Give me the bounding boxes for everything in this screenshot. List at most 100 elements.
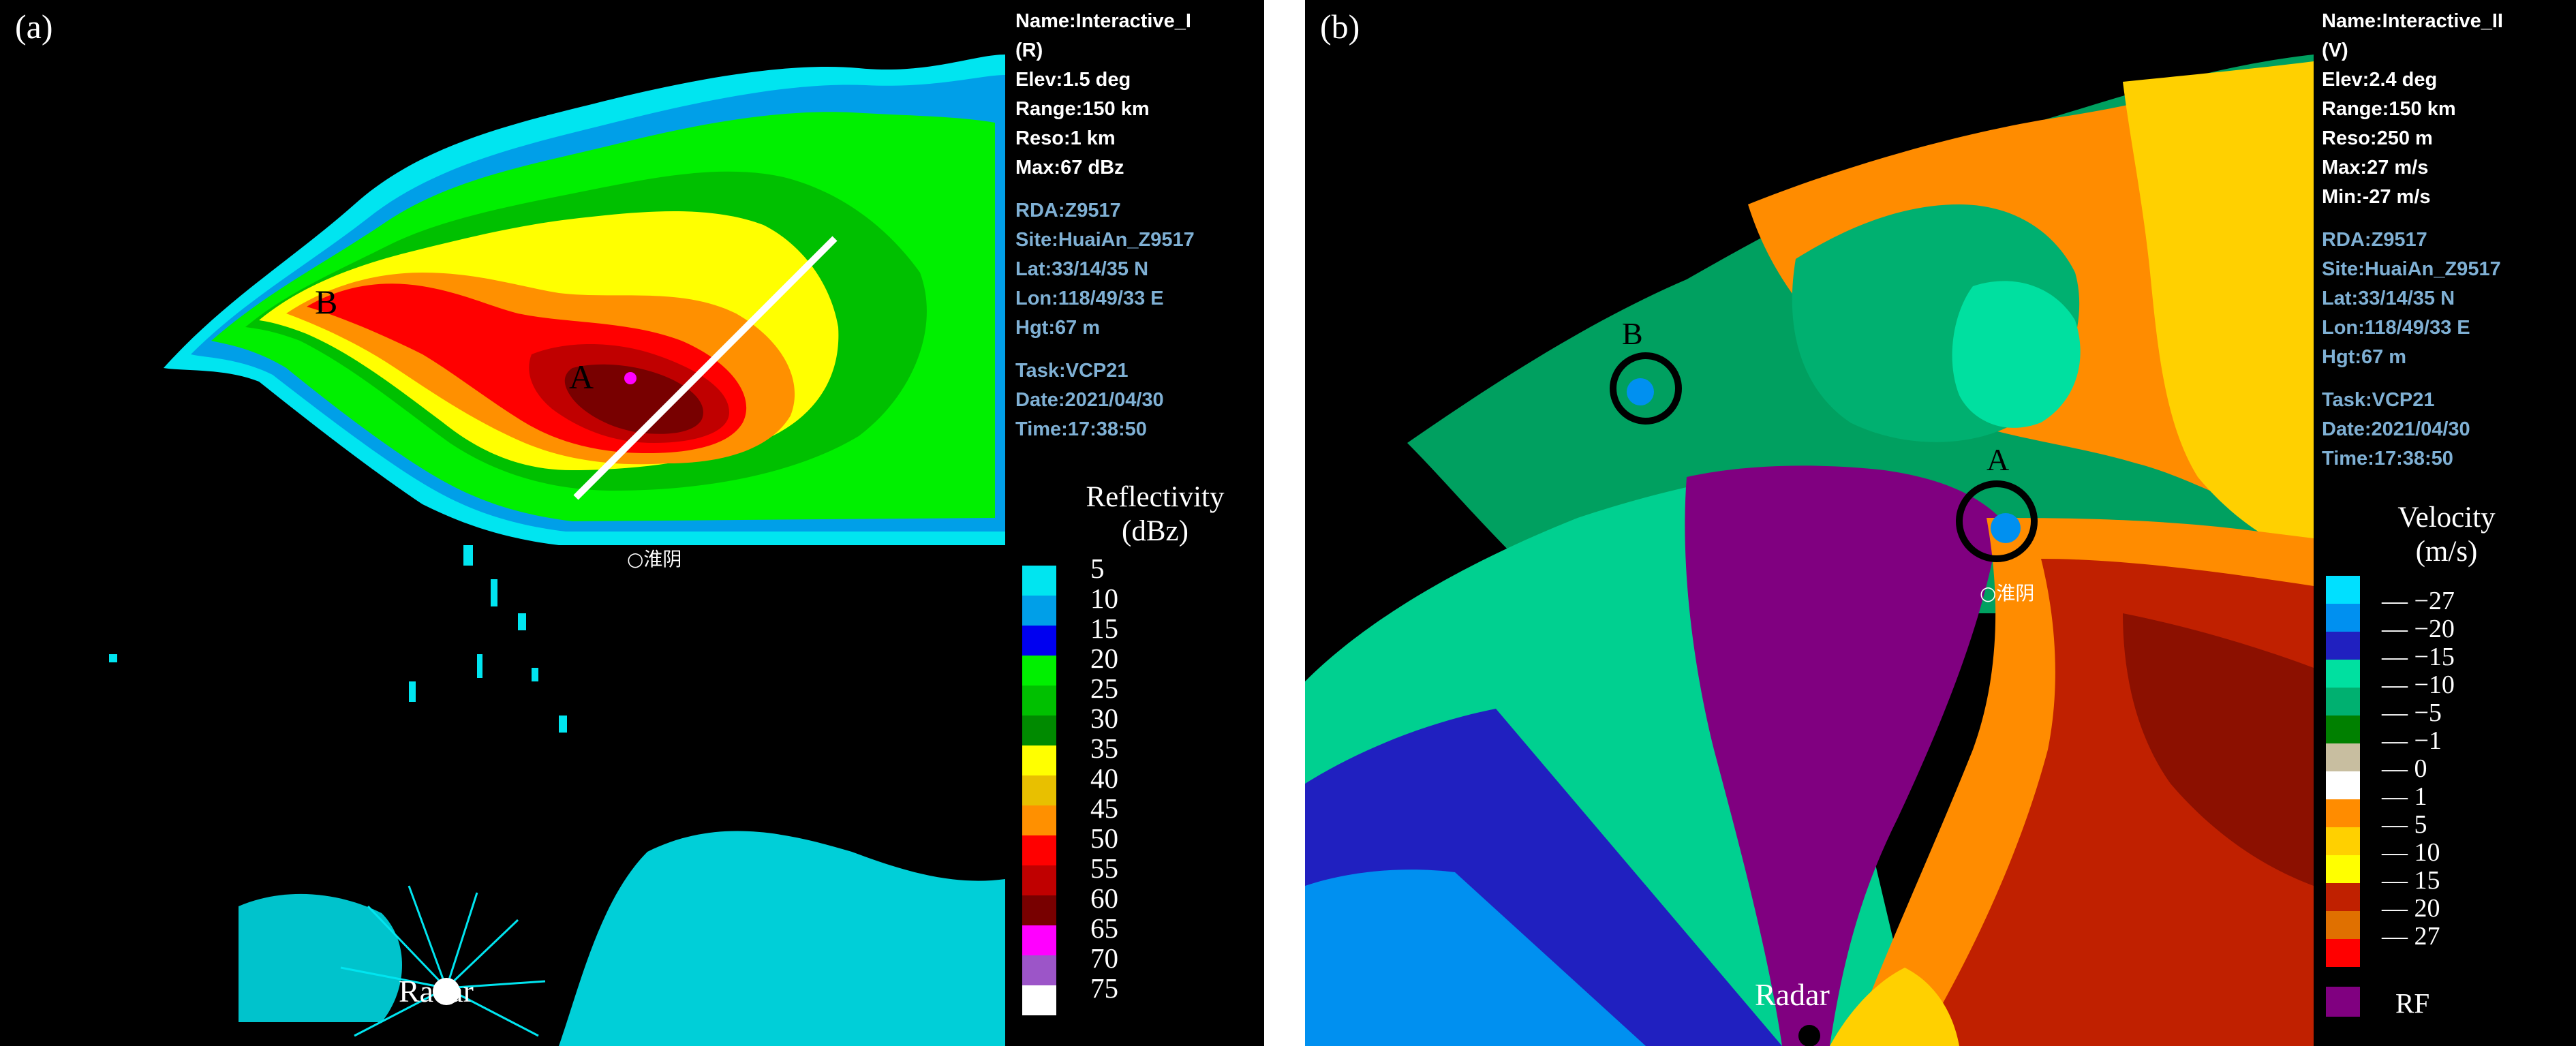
legend-tick-label: — 5	[2382, 810, 2427, 839]
legend-swatch	[1022, 626, 1056, 656]
legend-title-a: Reflectivity (dBz)	[1060, 480, 1251, 549]
velocity-panel: A B ○淮阴 Radar (b) Name:Interactive_II (V…	[1305, 0, 2576, 1046]
legend-tick-label: — −10	[2382, 671, 2455, 699]
info-product: (R)	[1015, 40, 1043, 61]
legend-swatch	[2326, 939, 2360, 967]
ground-clutter-left	[239, 893, 402, 1022]
vel-zone-purple-rf	[1685, 465, 2000, 1046]
legend-swatch	[2326, 743, 2360, 771]
legend-swatch	[1022, 955, 1056, 985]
info-lat: Lat:33/14/35 N	[1015, 258, 1149, 280]
info-min: Min:-27 m/s	[2322, 186, 2431, 208]
info-time: Time:17:38:50	[2322, 448, 2453, 470]
marker-a: A	[569, 358, 594, 396]
vel-zone-yellow-north	[2123, 61, 2314, 559]
station-label: ○淮阴	[627, 548, 681, 570]
info-max: Max:67 dBz	[1015, 157, 1124, 179]
info-site: Site:HuaiAn_Z9517	[1015, 229, 1195, 251]
radar-spike	[340, 885, 546, 1037]
legend-swatch	[1022, 895, 1056, 925]
legend-swatch	[2326, 688, 2360, 716]
legend-title-line1: Reflectivity	[1086, 481, 1225, 513]
reflectivity-map: A B ○淮阴 Radar	[109, 55, 1005, 1046]
legend-tick-label: 55	[1090, 852, 1118, 884]
legend-swatch	[1022, 656, 1056, 686]
vel-zone-yellow-near	[1830, 968, 1959, 1046]
legend-tick-label: — 1	[2382, 782, 2427, 811]
info-max: Max:27 m/s	[2322, 157, 2429, 179]
info-range: Range:150 km	[1015, 98, 1150, 120]
legend-tick-label: — 27	[2382, 922, 2440, 951]
legend-swatch	[2326, 716, 2360, 743]
legend-swatch	[1022, 925, 1056, 955]
legend-tick-label: — 20	[2382, 894, 2440, 923]
color-legend-a	[1022, 566, 1056, 1015]
marker-a: A	[1987, 442, 2009, 477]
legend-tick-label: — −5	[2382, 698, 2442, 727]
station-label: ○淮阴	[1980, 582, 2034, 604]
info-date: Date:2021/04/30	[1015, 389, 1164, 411]
legend-tick-label: 50	[1090, 822, 1118, 854]
legend-swatch	[1022, 835, 1056, 865]
legend-swatch	[1022, 686, 1056, 716]
legend-swatch	[2326, 771, 2360, 799]
info-rda: RDA:Z9517	[1015, 200, 1121, 221]
legend-tick-label: 30	[1090, 703, 1118, 734]
info-hgt: Hgt:67 m	[2322, 346, 2407, 368]
info-date: Date:2021/04/30	[2322, 418, 2470, 440]
info-block-a: Name:Interactive_I (R) Elev:1.5 deg Rang…	[1015, 7, 1195, 444]
legend-tick-label: — −1	[2382, 726, 2442, 755]
legend-swatch	[1022, 805, 1056, 835]
legend-swatch	[1022, 716, 1056, 745]
echo-max-magenta	[624, 372, 637, 384]
legend-tick-label: 10	[1090, 583, 1118, 614]
radar-center	[1798, 1025, 1820, 1046]
color-legend-b	[2326, 576, 2360, 967]
info-time: Time:17:38:50	[1015, 418, 1147, 440]
info-range: Range:150 km	[2322, 98, 2456, 120]
info-task: Task:VCP21	[1015, 360, 1129, 382]
legend-swatch	[1022, 566, 1056, 596]
panel-label-b: (b)	[1320, 7, 1360, 46]
legend-tick-label: — 15	[2382, 866, 2440, 895]
info-elevation: Elev:2.4 deg	[2322, 69, 2438, 91]
legend-tick-label: 5	[1090, 553, 1105, 584]
echo-core-maroon	[564, 364, 703, 434]
rf-label: RF	[2395, 987, 2430, 1019]
info-rda: RDA:Z9517	[2322, 229, 2427, 251]
info-lon: Lon:118/49/33 E	[1015, 288, 1164, 309]
ground-clutter-field	[559, 831, 1005, 1046]
legend-tick-label: — −15	[2382, 643, 2455, 671]
info-task: Task:VCP21	[2322, 389, 2435, 411]
legend-title-line2: (dBz)	[1122, 515, 1189, 547]
radar-label: Radar	[399, 974, 474, 1009]
reflectivity-panel: A B ○淮阴 Radar (a) Name:Interactive_I (R)…	[0, 0, 1264, 1046]
rf-swatch	[2326, 987, 2360, 1017]
info-product: (V)	[2322, 40, 2348, 61]
legend-swatch	[2326, 883, 2360, 911]
marker-b: B	[1622, 316, 1643, 351]
info-elevation: Elev:1.5 deg	[1015, 69, 1131, 91]
legend-swatch	[1022, 596, 1056, 626]
legend-swatch	[2326, 604, 2360, 632]
legend-title-line1: Velocity	[2397, 502, 2496, 534]
info-resolution: Reso:1 km	[1015, 127, 1116, 149]
info-resolution: Reso:250 m	[2322, 127, 2433, 149]
legend-tick-label: — 0	[2382, 754, 2427, 783]
legend-swatch	[1022, 865, 1056, 895]
velocity-map: A B ○淮阴 Radar	[1305, 55, 2314, 1046]
info-lat: Lat:33/14/35 N	[2322, 288, 2455, 309]
legend-tick-label: 25	[1090, 673, 1118, 704]
clutter-echoes	[109, 545, 567, 733]
legend-tick-label: 75	[1090, 972, 1118, 1004]
legend-swatch	[2326, 660, 2360, 688]
radar-center	[433, 978, 460, 1005]
circle-a	[1956, 480, 2038, 562]
legend-swatch	[2326, 576, 2360, 604]
legend-title-b: Velocity (m/s)	[2351, 501, 2542, 569]
circle-b	[1610, 352, 1682, 425]
legend-swatch	[1022, 985, 1056, 1015]
legend-swatch	[2326, 827, 2360, 855]
legend-tick-label: — −20	[2382, 615, 2455, 643]
legend-tick-label: — 10	[2382, 838, 2440, 867]
